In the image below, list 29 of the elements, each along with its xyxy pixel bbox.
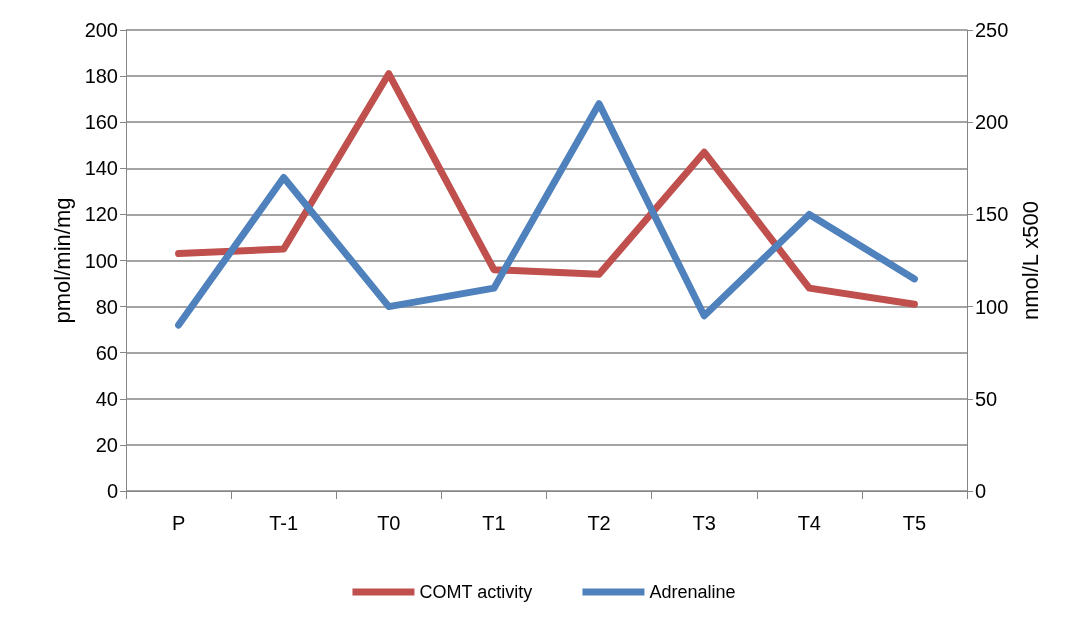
y-axis-title: pmol/min/mg xyxy=(50,197,76,324)
y2-tick-label: 250 xyxy=(975,19,1009,41)
y2-axis-title: nmol/L x500 xyxy=(1017,200,1043,321)
x-tick-label: T0 xyxy=(377,512,401,534)
y-tick-label: 40 xyxy=(95,387,118,410)
y-tick-label: 180 xyxy=(84,65,118,88)
y2-tick-label: 0 xyxy=(975,480,987,502)
y2-tick-label: 100 xyxy=(975,295,1009,318)
y-tick-label: 80 xyxy=(95,295,118,318)
y-tick-label: 20 xyxy=(95,433,118,456)
x-tick-label: T1 xyxy=(482,512,506,534)
x-tick-label: T4 xyxy=(797,512,821,534)
legend-label: Adrenaline xyxy=(649,582,736,602)
x-tick-label: T3 xyxy=(692,512,716,534)
y-tick-label: 60 xyxy=(95,341,118,364)
y-tick-label: 120 xyxy=(84,203,118,226)
x-tick-label: P xyxy=(171,512,186,534)
y-tick-label: 100 xyxy=(84,249,118,272)
y-tick-label: 0 xyxy=(106,480,118,502)
x-tick-label: T-1 xyxy=(269,512,299,534)
x-tick-label: T2 xyxy=(587,512,611,534)
y-tick-label: 140 xyxy=(84,157,118,180)
x-tick-label: T5 xyxy=(902,512,927,534)
legend-label: COMT activity xyxy=(419,582,533,602)
y-tick-label: 200 xyxy=(84,19,118,41)
y-tick-label: 160 xyxy=(84,111,118,134)
y2-tick-label: 200 xyxy=(975,111,1009,134)
y2-tick-label: 150 xyxy=(975,203,1009,226)
y2-tick-label: 50 xyxy=(975,387,998,410)
